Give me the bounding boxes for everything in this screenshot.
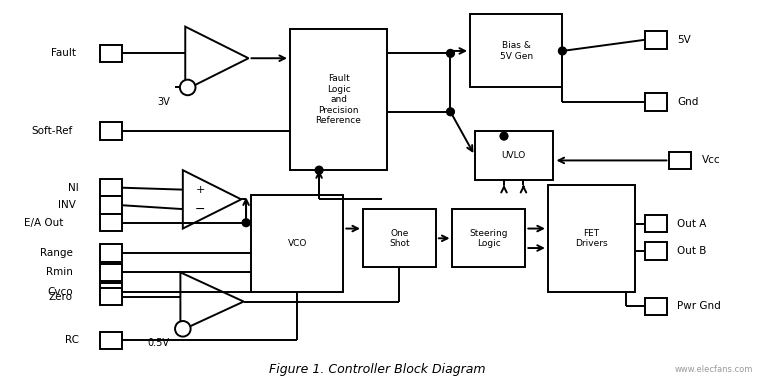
Bar — [100, 244, 122, 262]
Text: RC: RC — [65, 335, 78, 345]
Polygon shape — [183, 170, 241, 229]
Circle shape — [315, 166, 323, 174]
Text: −: − — [195, 203, 205, 216]
Text: Cvco: Cvco — [47, 287, 73, 297]
Polygon shape — [181, 272, 244, 331]
Bar — [645, 242, 667, 260]
Text: Figure 1. Controller Block Diagram: Figure 1. Controller Block Diagram — [268, 363, 485, 376]
Text: www.elecfans.com: www.elecfans.com — [674, 365, 753, 374]
Text: 5V: 5V — [677, 35, 691, 45]
Text: NI: NI — [68, 183, 78, 193]
Text: E/A Out: E/A Out — [24, 218, 63, 228]
Bar — [100, 283, 122, 301]
Text: Rmin: Rmin — [46, 267, 73, 277]
Bar — [645, 215, 667, 233]
Bar — [645, 31, 667, 49]
Text: One
Shot: One Shot — [389, 229, 410, 248]
Circle shape — [447, 108, 454, 116]
Bar — [474, 131, 553, 180]
Bar — [645, 298, 667, 315]
Text: Zero: Zero — [49, 292, 73, 302]
Bar — [100, 264, 122, 281]
Bar — [100, 288, 122, 305]
Bar — [100, 196, 122, 214]
Text: 0.5V: 0.5V — [148, 338, 169, 349]
Bar — [670, 152, 691, 169]
Text: Fault: Fault — [51, 48, 76, 58]
Text: VCO: VCO — [288, 239, 307, 248]
Polygon shape — [185, 26, 248, 90]
Text: +: + — [195, 185, 205, 194]
Text: Vcc: Vcc — [701, 156, 721, 165]
Text: Out A: Out A — [677, 219, 707, 229]
Text: Bias &
5V Gen: Bias & 5V Gen — [500, 41, 533, 61]
Circle shape — [447, 49, 454, 57]
Text: Out B: Out B — [677, 246, 707, 256]
Bar — [290, 29, 388, 170]
Text: UVLO: UVLO — [501, 151, 526, 160]
Bar — [548, 185, 635, 292]
Bar — [251, 194, 344, 292]
Bar — [100, 179, 122, 196]
Bar — [100, 45, 122, 62]
Text: Soft-Ref: Soft-Ref — [32, 126, 73, 136]
Bar — [470, 14, 562, 88]
Text: Steering
Logic: Steering Logic — [470, 229, 508, 248]
Text: FET
Drivers: FET Drivers — [575, 229, 608, 248]
Text: Fault
Logic
and
Precision
Reference: Fault Logic and Precision Reference — [315, 74, 361, 125]
Circle shape — [175, 321, 191, 336]
Bar — [100, 332, 122, 349]
Circle shape — [242, 219, 250, 227]
Bar — [452, 209, 525, 268]
Text: INV: INV — [58, 200, 76, 210]
Bar — [100, 214, 122, 231]
Text: Gnd: Gnd — [677, 97, 698, 107]
Text: Pwr Gnd: Pwr Gnd — [677, 301, 721, 312]
Bar — [363, 209, 436, 268]
Circle shape — [558, 47, 566, 55]
Circle shape — [180, 80, 195, 95]
Bar — [100, 123, 122, 140]
Text: Range: Range — [40, 248, 73, 258]
Bar — [645, 93, 667, 111]
Circle shape — [500, 132, 508, 140]
Text: 3V: 3V — [157, 97, 170, 107]
